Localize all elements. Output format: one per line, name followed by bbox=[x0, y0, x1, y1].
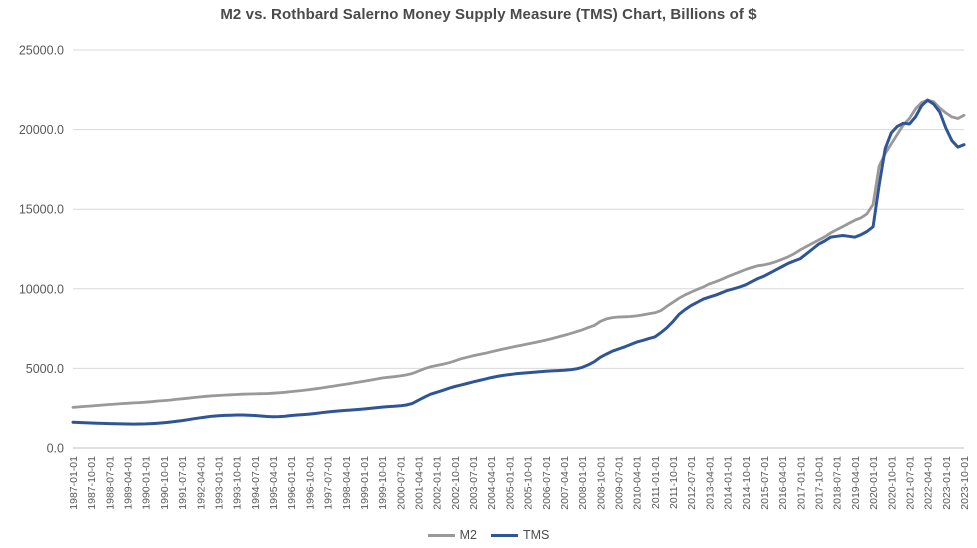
y-tick-label: 5000.0 bbox=[26, 362, 64, 376]
x-tick-label: 2022-04-01 bbox=[923, 456, 935, 510]
x-tick-label: 2010-04-01 bbox=[632, 456, 644, 510]
y-tick-label: 10000.0 bbox=[19, 282, 64, 296]
x-tick-label: 2011-10-01 bbox=[668, 456, 680, 509]
x-tick-label: 1995-04-01 bbox=[268, 456, 280, 510]
x-tick-label: 1994-07-01 bbox=[250, 456, 262, 510]
x-tick-label: 1987-01-01 bbox=[68, 456, 80, 510]
x-tick-label: 2019-04-01 bbox=[850, 456, 862, 510]
x-tick-label: 1999-01-01 bbox=[359, 456, 371, 510]
x-tick-label: 1993-01-01 bbox=[213, 456, 225, 510]
x-tick-label: 2012-07-01 bbox=[686, 456, 698, 510]
x-tick-label: 1996-10-01 bbox=[304, 456, 316, 510]
chart-title: M2 vs. Rothbard Salerno Money Supply Mea… bbox=[220, 6, 757, 23]
x-tick-label: 2011-01-01 bbox=[650, 456, 662, 509]
x-tick-label: 1998-04-01 bbox=[341, 456, 353, 510]
y-tick-label: 15000.0 bbox=[19, 203, 64, 217]
legend-item-tms: TMS bbox=[490, 528, 550, 542]
tms-line-swatch-icon bbox=[490, 533, 518, 537]
x-tick-label: 2016-04-01 bbox=[777, 456, 789, 510]
x-tick-label: 1997-07-01 bbox=[323, 456, 335, 510]
x-tick-label: 2009-07-01 bbox=[614, 456, 626, 510]
series-line-tms bbox=[71, 98, 966, 426]
y-tick-label: 0.0 bbox=[47, 442, 64, 456]
x-tick-label: 2023-01-01 bbox=[941, 456, 953, 510]
x-tick-label: 2002-01-01 bbox=[432, 456, 444, 510]
x-tick-label: 2002-10-01 bbox=[450, 456, 462, 510]
x-tick-label: 2005-01-01 bbox=[504, 456, 516, 510]
x-tick-label: 1992-04-01 bbox=[195, 456, 207, 510]
x-tick-label: 2006-07-01 bbox=[541, 456, 553, 510]
legend-label-m2: M2 bbox=[459, 528, 477, 542]
m2-line-swatch-icon bbox=[427, 533, 455, 537]
x-tick-label: 2007-04-01 bbox=[559, 456, 571, 510]
x-tick-label: 2000-07-01 bbox=[395, 456, 407, 510]
x-tick-label: 1989-04-01 bbox=[123, 456, 135, 510]
x-tick-label: 2021-07-01 bbox=[904, 456, 916, 510]
x-tick-label: 1993-10-01 bbox=[232, 456, 244, 510]
x-tick-label: 2020-10-01 bbox=[886, 456, 898, 510]
x-tick-label: 2001-04-01 bbox=[413, 456, 425, 510]
x-tick-label: 2004-04-01 bbox=[486, 456, 498, 510]
x-tick-label: 2018-07-01 bbox=[832, 456, 844, 510]
x-tick-label: 2014-01-01 bbox=[723, 456, 735, 510]
x-tick-label: 1987-10-01 bbox=[86, 456, 98, 510]
x-tick-label: 2020-01-01 bbox=[868, 456, 880, 510]
x-tick-label: 2014-10-01 bbox=[741, 456, 753, 510]
x-tick-label: 2015-07-01 bbox=[759, 456, 771, 510]
legend-label-tms: TMS bbox=[522, 528, 550, 542]
x-tick-label: 1990-01-01 bbox=[141, 456, 153, 510]
x-tick-label: 2017-01-01 bbox=[795, 456, 807, 510]
chart-legend: M2 TMS bbox=[0, 528, 977, 542]
x-tick-label: 1999-10-01 bbox=[377, 456, 389, 510]
x-tick-label: 2005-10-01 bbox=[523, 456, 535, 510]
x-tick-label: 1990-10-01 bbox=[159, 456, 171, 510]
x-tick-label: 2023-10-01 bbox=[959, 456, 971, 510]
legend-item-m2: M2 bbox=[427, 528, 477, 542]
series-line-m2 bbox=[71, 98, 966, 409]
x-tick-label: 2017-10-01 bbox=[814, 456, 826, 510]
x-tick-label: 2013-04-01 bbox=[704, 456, 716, 510]
y-tick-label: 20000.0 bbox=[19, 123, 64, 137]
x-tick-label: 1991-07-01 bbox=[177, 456, 189, 510]
x-tick-label: 1988-07-01 bbox=[104, 456, 116, 510]
x-tick-label: 1996-01-01 bbox=[286, 456, 298, 510]
x-tick-label: 2008-10-01 bbox=[595, 456, 607, 510]
x-tick-label: 2008-01-01 bbox=[577, 456, 589, 510]
y-tick-label: 25000.0 bbox=[19, 44, 64, 58]
x-tick-label: 2003-07-01 bbox=[468, 456, 480, 510]
